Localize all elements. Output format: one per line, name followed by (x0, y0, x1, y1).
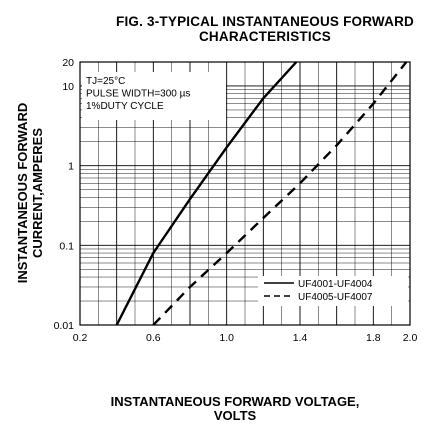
series-line-2 (152, 61, 408, 326)
x-tick-label: 1.0 (219, 332, 234, 344)
y-tick-label: 0.01 (54, 320, 75, 332)
x-axis-label-line-2: VOLTS (213, 408, 257, 423)
x-tick-label: 0.6 (146, 332, 161, 344)
chart-title-line-1: FIG. 3-TYPICAL INSTANTANEOUS FORWARD (116, 14, 414, 29)
x-axis-label-line-1: INSTANTANEOUS FORWARD VOLTAGE, (110, 394, 360, 409)
chart-title: FIG. 3-TYPICAL INSTANTANEOUS FORWARD CHA… (95, 14, 435, 44)
legend-label: UF4001-UF4004 (298, 279, 373, 290)
x-tick-label: 1.4 (293, 332, 308, 344)
x-tick-label: 0.2 (73, 332, 88, 344)
y-tick-label: 10 (62, 81, 74, 93)
x-tick-label: 2.0 (403, 332, 418, 344)
series-line-1 (115, 61, 298, 326)
x-axis-label: INSTANTANEOUS FORWARD VOLTAGE, VOLTS (60, 395, 410, 423)
y-tick-label: 1 (68, 161, 74, 173)
chart-title-line-2: CHARACTERISTICS (198, 29, 331, 44)
legend-label: UF4005-UF4007 (298, 292, 373, 303)
plot-frame (79, 61, 411, 326)
annotation-line: PULSE WIDTH=300 µs (86, 89, 190, 100)
x-tick-label: 1.8 (366, 332, 381, 344)
y-tick-label: 20 (62, 57, 74, 69)
annotation-box (82, 72, 226, 120)
annotation-line: 1%DUTY CYCLE (86, 101, 164, 112)
legend-box (258, 276, 408, 306)
annotation-line: TJ=25°C (86, 76, 125, 87)
y-tick-label: 0.1 (59, 240, 74, 252)
